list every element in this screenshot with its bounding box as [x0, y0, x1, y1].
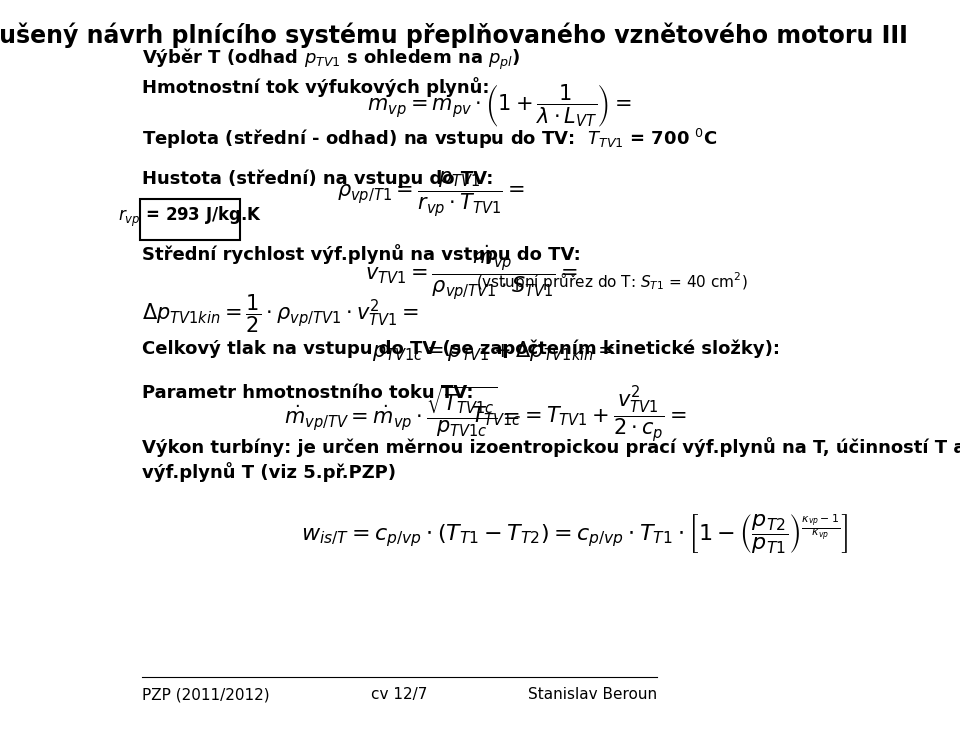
FancyBboxPatch shape — [140, 199, 239, 240]
Text: Teplota (střední - odhad) na vstupu do TV:  $T_{TV1}$ = 700 $^0$C: Teplota (střední - odhad) na vstupu do T… — [142, 127, 717, 151]
Text: Celkový tlak na vstupu do TV (se započtením kinetické složky):: Celkový tlak na vstupu do TV (se započte… — [142, 339, 780, 357]
Text: Výkon turbíny: je určen měrnou izoentropickou prací výf.plynů na T, účinností T : Výkon turbíny: je určen měrnou izoentrop… — [142, 437, 960, 457]
Text: $v_{TV1} = \dfrac{\dot{m}_{vp}}{\rho_{vp/TV1} \cdot S_{TV1}} =$: $v_{TV1} = \dfrac{\dot{m}_{vp}}{\rho_{vp… — [365, 244, 578, 302]
Text: (vstupní průřez do T: $S_{T1}$ = 40 cm$^2$): (vstupní průřez do T: $S_{T1}$ = 40 cm$^… — [476, 270, 748, 292]
Text: $\dot{m}_{vp} = \dot{m}_{pv} \cdot \left(1 + \dfrac{1}{\lambda \cdot L_{VT}}\rig: $\dot{m}_{vp} = \dot{m}_{pv} \cdot \left… — [367, 82, 632, 129]
Text: Střední rychlost výf.plynů na vstupu do TV:: Střední rychlost výf.plynů na vstupu do … — [142, 244, 581, 264]
Text: $\Delta p_{TV1kin} = \dfrac{1}{2} \cdot \rho_{vp/TV1} \cdot v_{TV1}^2 =$: $\Delta p_{TV1kin} = \dfrac{1}{2} \cdot … — [142, 292, 419, 335]
Text: Hmotnostní tok výfukových plynů:: Hmotnostní tok výfukových plynů: — [142, 77, 490, 97]
Text: Výběr T (odhad $p_{TV1}$ s ohledem na $p_{pl}$): Výběr T (odhad $p_{TV1}$ s ohledem na $p… — [142, 47, 520, 72]
Text: $r_{vp}$ = 293 J/kg.K: $r_{vp}$ = 293 J/kg.K — [118, 205, 262, 229]
Text: výf.plynů T (viz 5.př.PZP): výf.plynů T (viz 5.př.PZP) — [142, 462, 396, 482]
Text: Stanislav Beroun: Stanislav Beroun — [528, 687, 658, 702]
Text: $\dot{m}_{vp/TV} = \dot{m}_{vp} \cdot \dfrac{\sqrt{T_{TV1c}}}{p_{TV1c}} =$: $\dot{m}_{vp/TV} = \dot{m}_{vp} \cdot \d… — [284, 384, 520, 438]
Text: $\rho_{vp/T1} = \dfrac{p_{TV1}}{r_{vp} \cdot T_{TV1}} =$: $\rho_{vp/T1} = \dfrac{p_{TV1}}{r_{vp} \… — [337, 170, 524, 220]
Text: Zjednodušený návrh plnícího systému přeplňovaného vznětového motoru III: Zjednodušený návrh plnícího systému přep… — [0, 22, 908, 48]
Text: $T_{TV1c} = T_{TV1} + \dfrac{v_{TV1}^2}{2 \cdot c_p} =$: $T_{TV1c} = T_{TV1} + \dfrac{v_{TV1}^2}{… — [470, 384, 686, 444]
Text: $w_{is/T} = c_{p/vp} \cdot \left(T_{T1} - T_{T2}\right) = c_{p/vp} \cdot T_{T1} : $w_{is/T} = c_{p/vp} \cdot \left(T_{T1} … — [300, 512, 849, 556]
Text: cv 12/7: cv 12/7 — [372, 687, 428, 702]
Text: PZP (2011/2012): PZP (2011/2012) — [142, 687, 270, 702]
Text: $p_{TV1c} = p_{TV1} + \Delta p_{TV1kin} =$: $p_{TV1c} = p_{TV1} + \Delta p_{TV1kin} … — [372, 339, 615, 363]
Text: Hustota (střední) na vstupu do TV:: Hustota (střední) na vstupu do TV: — [142, 170, 493, 189]
Text: Parametr hmotnostního toku TV:: Parametr hmotnostního toku TV: — [142, 384, 473, 402]
